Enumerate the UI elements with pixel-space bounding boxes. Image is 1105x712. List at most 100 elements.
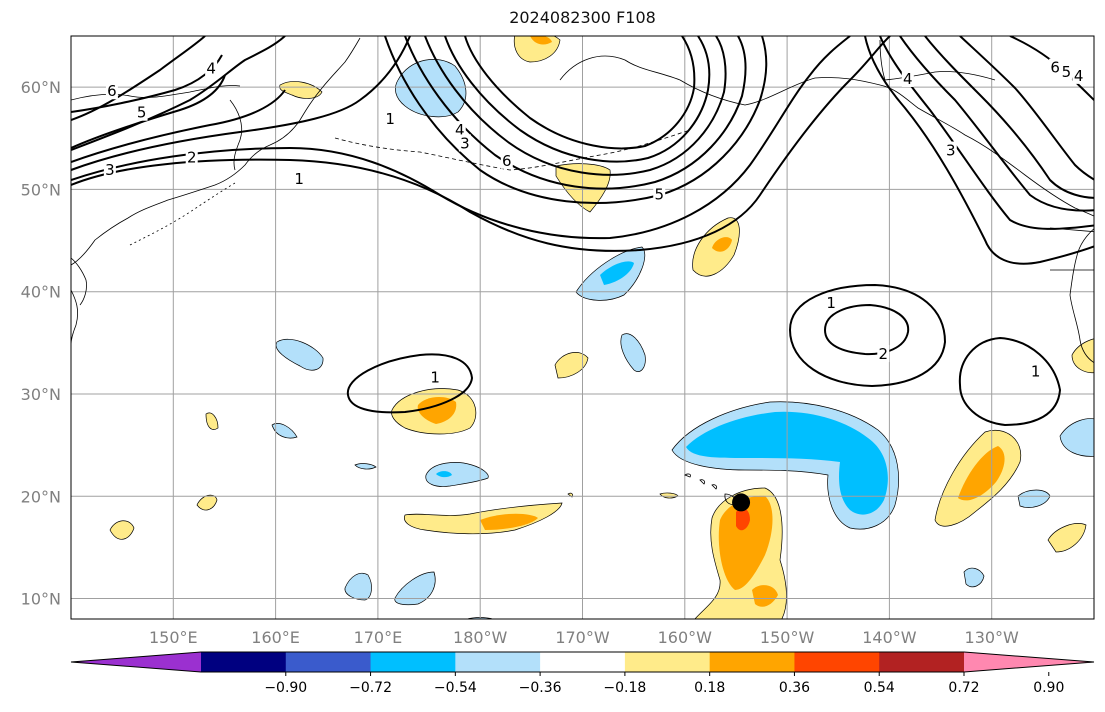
contour-label-background: [825, 293, 838, 311]
colorbar: −0.90 −0.72 −0.54 −0.36 −0.18 0.18 0.36 0.54 0.7…: [70, 651, 1095, 696]
colorbar-extend-high: [964, 652, 1094, 672]
positive-anomaly-core-north-1: [530, 36, 552, 45]
negative-anomaly-region-southwest-2: [394, 571, 436, 606]
colorbar-bin: [285, 652, 372, 672]
contour-lines: [71, 36, 1094, 427]
latitude-label: 30°N: [21, 385, 61, 404]
latitude-label: 40°N: [21, 283, 61, 302]
contour-label-background: [1029, 362, 1042, 380]
contour-label-background: [293, 170, 306, 188]
contour-label: 1: [385, 110, 395, 128]
colorbar-bin: [879, 652, 965, 672]
negative-anomaly-region-west-2: [271, 423, 298, 439]
contour-label: 5: [1062, 63, 1072, 81]
positive-anomaly-core-west-1: [417, 396, 457, 424]
positive-anomaly-core-hawaii-south-2: [752, 585, 778, 607]
coastline-asia-kamchatka: [71, 37, 361, 266]
colorbar-bin: [624, 652, 711, 672]
coastline-asia-north: [71, 85, 241, 101]
contour-line-east-5: [959, 36, 1094, 181]
colorbar-bin: [709, 652, 795, 672]
colorbar-tick-label: −0.18: [603, 680, 646, 696]
contour-line-trough-1: [384, 36, 768, 204]
contour-label-background: [453, 121, 466, 139]
longitude-label: 170°E: [354, 628, 403, 647]
contour-label: 1: [1031, 362, 1041, 380]
colorbar-tick-label: −0.72: [349, 680, 392, 696]
contour-label-background: [103, 160, 116, 178]
colorbar-outline: [70, 651, 1095, 673]
contour-line-closed-2-outer: [788, 283, 947, 388]
longitude-label: 170°W: [555, 628, 610, 647]
contour-label: 6: [1050, 59, 1060, 77]
colorbar-bin: [540, 652, 626, 672]
contour-line-1-north: [71, 36, 891, 252]
negative-anomaly-core-large-subtropical: [686, 411, 888, 515]
contour-label: 4: [455, 121, 465, 139]
positive-anomaly-region-mid-2: [554, 352, 589, 379]
contour-line-ridge-2: [71, 36, 206, 121]
positive-anomaly-region-west-5: [404, 502, 563, 535]
positive-anomaly-region-east-3: [1071, 338, 1094, 374]
contour-label: 3: [105, 161, 115, 179]
contour-line-2-north: [71, 36, 851, 240]
contour-line-trough-4: [444, 36, 711, 163]
coastline-na-west: [1069, 228, 1094, 364]
contour-line-trough-5: [464, 36, 696, 150]
contour-label-background: [877, 345, 890, 363]
negative-anomaly-region-bering: [395, 59, 467, 118]
positive-anomaly-region-kamchatka: [279, 81, 323, 99]
positive-anomaly-core-west-5: [480, 513, 538, 530]
contour-line-trough-2: [404, 36, 747, 190]
negative-anomaly-region-southwest-1: [344, 572, 372, 601]
contour-label-background: [205, 59, 218, 77]
contour-label: 4: [1074, 67, 1084, 85]
colorbar-tick-label: −0.36: [519, 680, 562, 696]
colorbar-extend-low: [71, 652, 201, 672]
negative-anomaly-core-central: [436, 471, 452, 478]
contour-label-background: [1049, 58, 1062, 76]
longitude-label: 150°W: [760, 628, 815, 647]
contour-label: 4: [903, 70, 913, 88]
contour-line-3-north: [71, 36, 411, 171]
contour-label-background: [458, 134, 471, 152]
negative-anomaly-core-north-pacific: [600, 261, 634, 285]
gridlines: [71, 36, 1094, 619]
contour-line-closed-1: [346, 353, 474, 414]
coastline-asia-northeast: [229, 99, 243, 171]
contour-label-background: [500, 151, 513, 169]
longitude-labels: 150°E 160°E 170°E 180°W 170°W 160°W 150°W 140°W…: [149, 628, 1019, 647]
contour-label-background: [1060, 62, 1073, 80]
colorbar-tick-label: 0.90: [1033, 680, 1064, 696]
contour-label: 3: [946, 142, 956, 160]
contour-label: 1: [430, 369, 440, 387]
location-marker: [732, 493, 751, 512]
latitude-label: 20°N: [21, 487, 61, 506]
map-frame: [70, 35, 1095, 620]
positive-anomaly-core-hawaii-south: [718, 495, 773, 590]
contour-label-background: [1072, 66, 1085, 84]
contour-label: 6: [107, 82, 117, 100]
colorbar-bin: [370, 652, 456, 672]
longitude-label: 140°W: [862, 628, 917, 647]
colorbar-tick-label: −0.90: [264, 680, 307, 696]
contour-label: 1: [294, 170, 304, 188]
contour-label: 3: [460, 134, 470, 152]
contour-label: 2: [878, 345, 888, 363]
contour-label: 4: [206, 60, 216, 78]
contour-label-background: [653, 185, 666, 203]
negative-anomaly-region-west-3: [354, 463, 377, 470]
contour-label-background: [901, 69, 914, 87]
contour-line-east-3: [899, 36, 1094, 212]
latitude-labels: 10°N 20°N 30°N 40°N 50°N 60°N: [21, 78, 61, 608]
positive-anomaly-region-west-4: [109, 520, 135, 540]
latitude-label: 60°N: [21, 78, 61, 97]
contour-label-background: [105, 82, 118, 100]
colorbar-bin: [201, 652, 287, 672]
contour-line-closed-3: [958, 336, 1062, 427]
map-title: 2024082300 F108: [509, 8, 656, 27]
longitude-label: 150°E: [149, 628, 198, 647]
coastline-alaska: [559, 55, 1094, 217]
